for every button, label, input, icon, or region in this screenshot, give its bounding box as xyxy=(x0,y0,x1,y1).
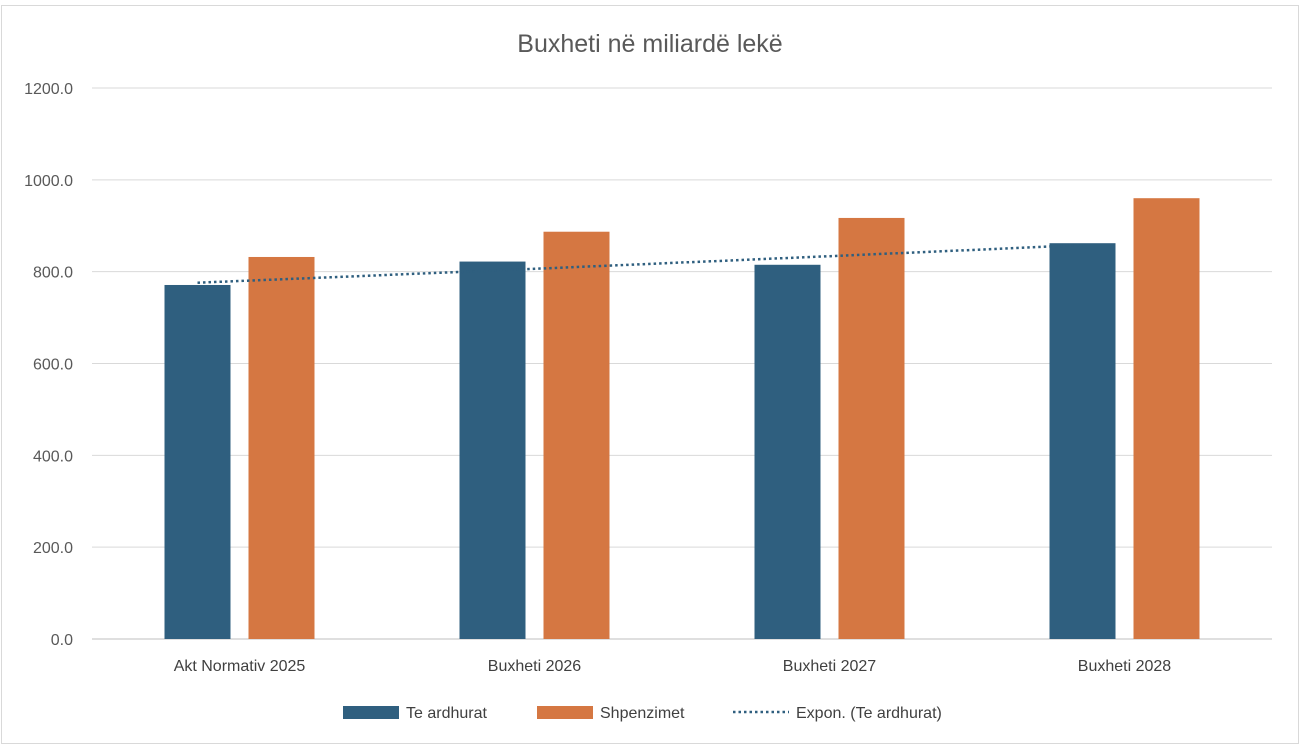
legend-label: Shpenzimet xyxy=(600,705,685,722)
bar-te-ardhurat xyxy=(1049,243,1116,639)
bar-te-ardhurat xyxy=(164,284,231,639)
chart-title: Buxheti në miliardë lekë xyxy=(517,30,782,58)
legend-item-shpenzimet: Shpenzimet xyxy=(537,705,685,722)
legend-swatch xyxy=(343,706,399,719)
legend: Te ardhurat Shpenzimet Expon. (Te ardhurat… xyxy=(343,705,942,722)
bar-shpenzimet xyxy=(248,256,315,639)
x-category-label: Akt Normativ 2025 xyxy=(174,658,306,675)
x-category-label: Buxheti 2028 xyxy=(1078,658,1172,675)
bars xyxy=(164,198,1200,640)
legend-swatch xyxy=(537,706,593,719)
legend-item-trendline: Expon. (Te ardhurat) xyxy=(733,705,942,722)
bar-shpenzimet xyxy=(1133,198,1200,639)
x-category-label: Buxheti 2026 xyxy=(488,658,582,675)
trendline xyxy=(197,243,1083,284)
y-tick-label: 400.0 xyxy=(33,448,73,465)
bar-te-ardhurat xyxy=(459,261,526,639)
legend-label: Te ardhurat xyxy=(406,705,487,722)
bar-shpenzimet xyxy=(543,231,610,639)
trendline-layer xyxy=(197,243,1083,284)
legend-label: Expon. (Te ardhurat) xyxy=(796,705,942,722)
y-tick-label: 1200.0 xyxy=(24,81,73,98)
y-tick-label: 1000.0 xyxy=(24,173,73,190)
y-tick-label: 200.0 xyxy=(33,540,73,557)
bar-te-ardhurat xyxy=(754,264,821,639)
bar-shpenzimet xyxy=(838,217,905,640)
y-tick-label: 0.0 xyxy=(51,632,73,649)
x-axis-tick-labels: Akt Normativ 2025 Buxheti 2026 Buxheti 202… xyxy=(174,658,1172,675)
x-category-label: Buxheti 2027 xyxy=(783,658,877,675)
legend-item-te-ardhurat: Te ardhurat xyxy=(343,705,487,722)
y-tick-label: 800.0 xyxy=(33,265,73,282)
y-tick-label: 600.0 xyxy=(33,357,73,374)
y-axis-tick-labels: 0.0 200.0 400.0 600.0 800.0 1000.0 1200.0 xyxy=(24,81,73,649)
